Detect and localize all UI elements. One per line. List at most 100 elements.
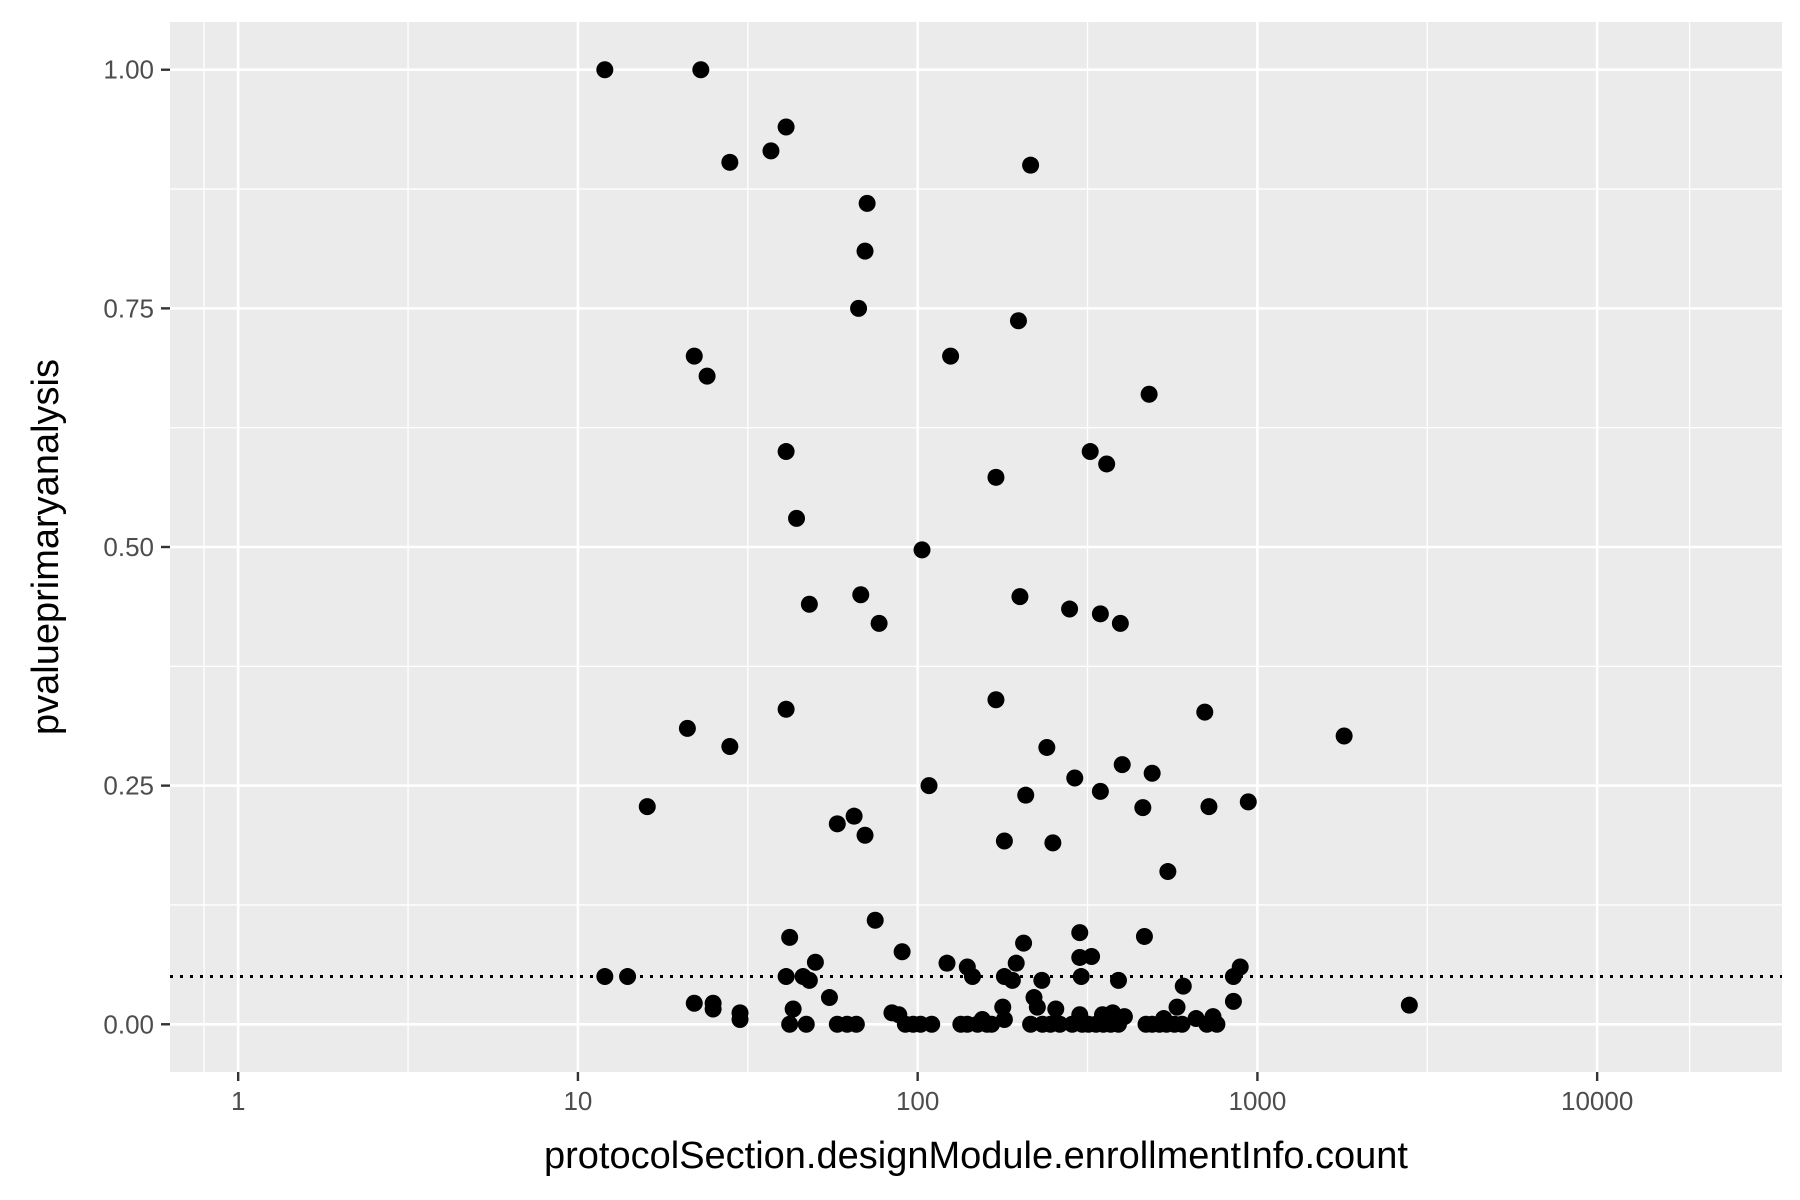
data-point [721, 153, 739, 171]
data-point [762, 142, 780, 160]
data-point [1400, 996, 1418, 1014]
y-tick-label: 1.00 [103, 55, 154, 85]
data-point [1033, 971, 1051, 989]
data-point [806, 953, 824, 971]
data-point [1038, 738, 1056, 756]
data-point [847, 1015, 865, 1033]
x-tick-label: 10000 [1561, 1086, 1633, 1116]
data-point [704, 1000, 722, 1018]
data-point [995, 1011, 1013, 1028]
data-point [1051, 1015, 1069, 1033]
data-point [1061, 600, 1079, 618]
y-tick-label: 0.50 [103, 532, 154, 562]
data-point [870, 614, 888, 632]
data-point [1022, 156, 1040, 174]
data-point [788, 509, 806, 527]
data-point [1091, 605, 1109, 623]
data-point [692, 61, 710, 79]
data-point [777, 968, 795, 986]
data-point [638, 798, 656, 816]
data-point [866, 911, 884, 929]
data-point [685, 994, 703, 1012]
data-point [777, 700, 795, 718]
data-point [731, 1011, 749, 1028]
data-point [856, 242, 874, 260]
x-tick-label: 100 [896, 1086, 939, 1116]
data-point [1028, 998, 1046, 1016]
data-point [913, 541, 931, 559]
data-point [1168, 998, 1186, 1016]
data-point [845, 807, 863, 825]
data-point [1196, 703, 1214, 721]
data-point [781, 928, 799, 946]
data-points [596, 61, 1418, 1033]
data-point [938, 954, 956, 972]
data-point [1200, 798, 1218, 816]
data-point [1017, 786, 1035, 804]
data-point [1015, 934, 1033, 952]
data-point [1173, 1015, 1191, 1033]
data-point [1239, 793, 1257, 811]
data-point [1081, 443, 1099, 461]
data-point [1140, 385, 1158, 403]
data-point [1109, 1015, 1127, 1033]
data-point [920, 777, 938, 795]
data-point [995, 832, 1013, 850]
data-point [994, 998, 1012, 1016]
data-point [1066, 769, 1084, 787]
y-axis: 0.00 0.25 0.50 0.75 1.00 [103, 55, 170, 1039]
data-point [619, 968, 637, 986]
data-point [828, 815, 846, 833]
data-point [1111, 614, 1129, 632]
data-point [852, 586, 870, 604]
data-point [1098, 455, 1116, 473]
data-point [856, 826, 874, 844]
data-point [1072, 968, 1090, 986]
data-point [596, 968, 614, 986]
data-point [1174, 977, 1192, 995]
data-point [596, 61, 614, 79]
y-tick-label: 0.00 [103, 1009, 154, 1039]
data-point [678, 719, 696, 737]
data-point [1003, 971, 1021, 989]
x-tick-label: 1 [231, 1086, 245, 1116]
data-point [1071, 924, 1089, 942]
data-point [721, 738, 739, 755]
data-point [784, 1000, 802, 1018]
data-point [1224, 968, 1242, 986]
data-point [1143, 764, 1161, 782]
data-point [987, 691, 1005, 709]
data-point [893, 943, 911, 961]
x-axis: 1 10 100 1000 10000 [231, 1072, 1633, 1116]
data-point [1208, 1015, 1226, 1033]
data-point [1135, 927, 1153, 945]
x-tick-label: 10 [563, 1086, 592, 1116]
data-point [1109, 971, 1127, 989]
data-point [1113, 756, 1131, 774]
data-point [1083, 948, 1101, 965]
data-point [1044, 834, 1062, 852]
y-tick-label: 0.25 [103, 771, 154, 801]
data-point [1335, 727, 1353, 745]
data-point [820, 989, 838, 1007]
data-point [1091, 782, 1109, 800]
data-point [1224, 992, 1242, 1010]
data-point [858, 194, 876, 212]
data-point [963, 968, 981, 986]
data-point [983, 1015, 1001, 1033]
data-point [797, 1015, 815, 1033]
data-point [698, 367, 716, 385]
data-point [777, 118, 795, 136]
data-point [1022, 1015, 1040, 1033]
data-point [1007, 954, 1025, 972]
y-axis-title: pvalueprimaryanalysis [25, 359, 67, 735]
data-point [1134, 799, 1152, 817]
data-point [1009, 312, 1027, 330]
data-point [987, 468, 1005, 486]
data-point [777, 443, 795, 461]
y-tick-label: 0.75 [103, 293, 154, 323]
data-point [850, 299, 868, 317]
data-point [685, 347, 703, 365]
x-tick-label: 1000 [1228, 1086, 1286, 1116]
